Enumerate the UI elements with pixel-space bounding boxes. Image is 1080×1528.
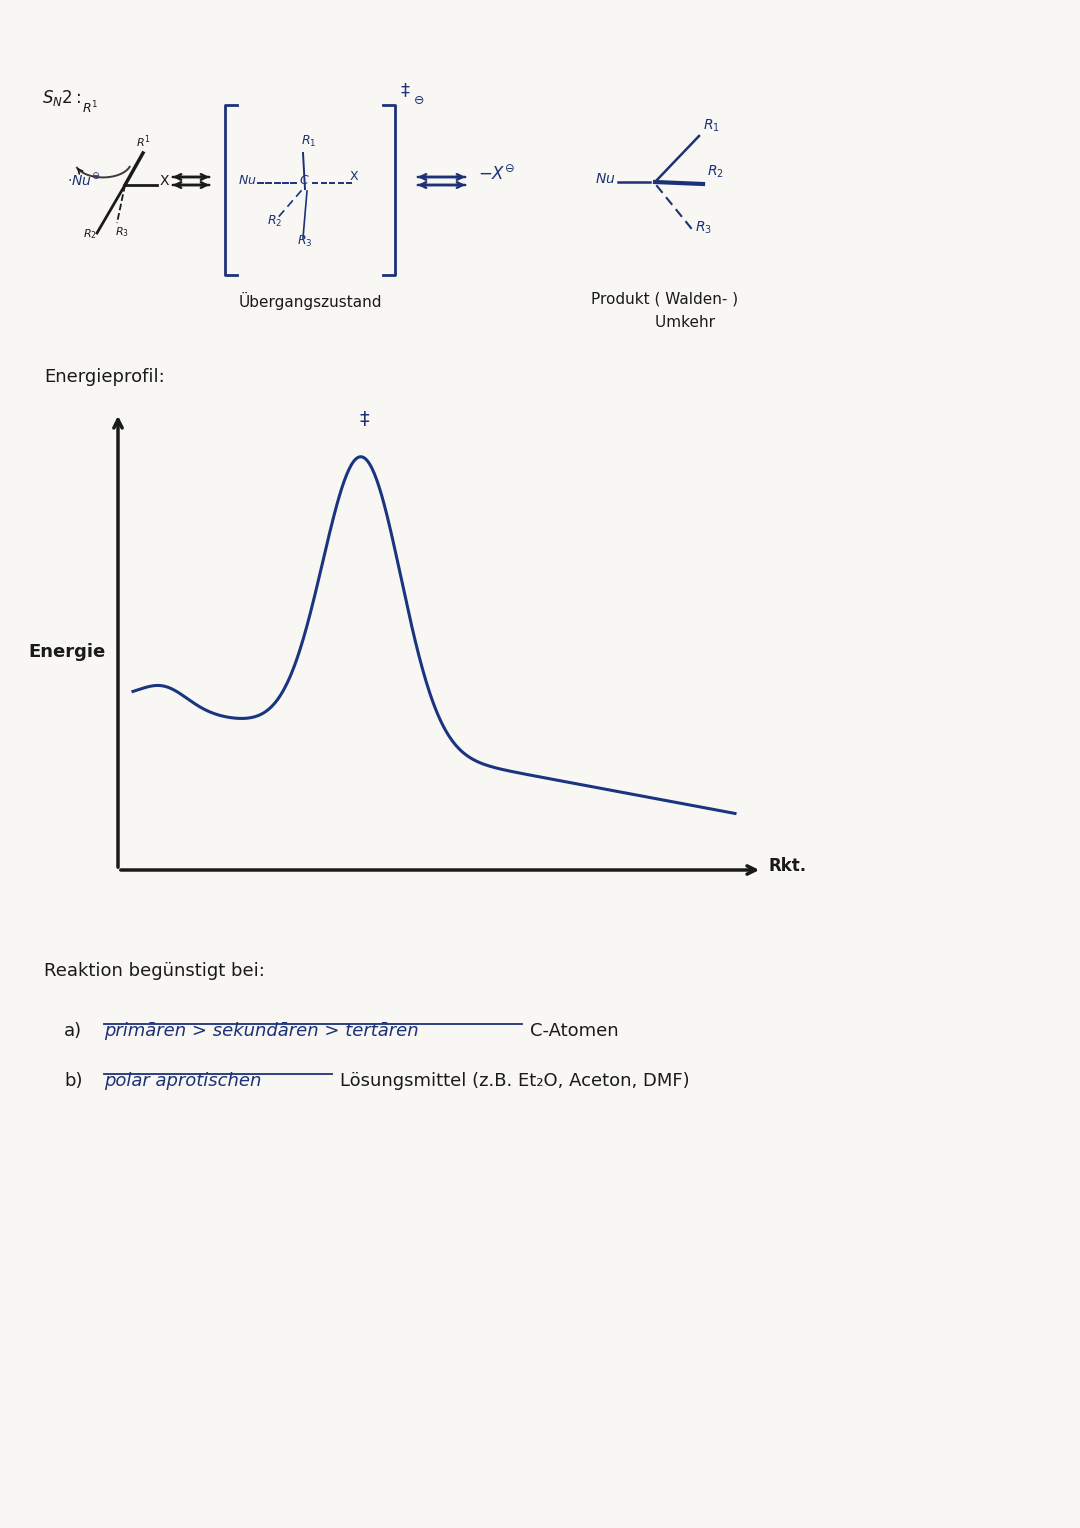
Text: $R_2$: $R_2$ xyxy=(83,228,97,241)
Text: $R_2$: $R_2$ xyxy=(267,214,282,229)
Text: $R_3$: $R_3$ xyxy=(114,225,129,238)
Text: $R_3$: $R_3$ xyxy=(297,234,312,249)
Text: $Nu$: $Nu$ xyxy=(595,173,616,186)
Text: polar aprotischen: polar aprotischen xyxy=(104,1073,261,1089)
Text: $R_3$: $R_3$ xyxy=(696,220,712,237)
Text: Energie: Energie xyxy=(29,643,106,662)
Text: Lösungsmittel (z.B. Et₂O, Aceton, DMF): Lösungsmittel (z.B. Et₂O, Aceton, DMF) xyxy=(340,1073,690,1089)
Text: primāren > sekundāren > tertāren: primāren > sekundāren > tertāren xyxy=(104,1022,419,1041)
Text: $-X^{\ominus}$: $-X^{\ominus}$ xyxy=(478,165,515,185)
Text: $C$: $C$ xyxy=(299,174,310,186)
Text: $\cdot Nu^{\ominus}$: $\cdot Nu^{\ominus}$ xyxy=(67,171,100,188)
Text: Rkt.: Rkt. xyxy=(768,857,806,876)
Text: $S_N2:$: $S_N2:$ xyxy=(42,89,81,108)
Text: Produkt ( Walden- ): Produkt ( Walden- ) xyxy=(592,292,739,307)
Text: Umkehr: Umkehr xyxy=(616,315,715,330)
Text: Energieprofil:: Energieprofil: xyxy=(44,368,165,387)
Text: Übergangszustand: Übergangszustand xyxy=(239,292,381,310)
Text: Reaktion begünstigt bei:: Reaktion begünstigt bei: xyxy=(44,963,265,979)
Text: $\ddagger$: $\ddagger$ xyxy=(400,83,410,99)
Text: C-Atomen: C-Atomen xyxy=(530,1022,619,1041)
Text: X: X xyxy=(350,170,359,183)
Text: $R_2$: $R_2$ xyxy=(707,163,724,180)
Text: $R_1$: $R_1$ xyxy=(703,118,720,134)
Text: $\ominus$: $\ominus$ xyxy=(413,95,424,107)
Text: $Nu$: $Nu$ xyxy=(238,174,257,188)
Text: $\ddagger$: $\ddagger$ xyxy=(360,410,370,429)
Text: b): b) xyxy=(64,1073,82,1089)
Text: X: X xyxy=(160,174,170,188)
Text: $R^1$: $R^1$ xyxy=(136,134,150,150)
Text: a): a) xyxy=(64,1022,82,1041)
Text: $R_1$: $R_1$ xyxy=(301,134,316,150)
Text: $R^1$: $R^1$ xyxy=(82,99,98,116)
